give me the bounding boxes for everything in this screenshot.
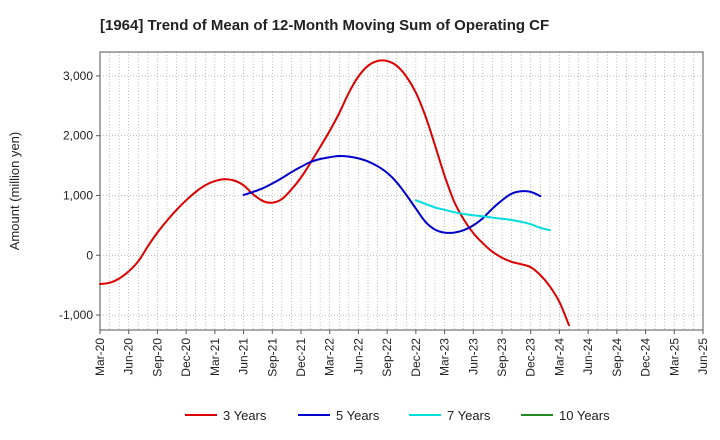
series-line-5-years (242, 154, 542, 234)
x-tick-label: Sep-20 (150, 338, 164, 377)
x-tick-label: Sep-22 (380, 338, 394, 377)
x-tick-label: Dec-24 (639, 338, 653, 377)
x-tick-label: Mar-22 (323, 338, 337, 376)
y-tick-label: 1,000 (63, 188, 93, 202)
x-tick-label: Jun-21 (237, 338, 251, 375)
legend-label-5-years: 5 Years (336, 408, 380, 423)
series-lines (99, 59, 570, 327)
x-tick-label: Dec-20 (179, 338, 193, 377)
x-tick-label: Dec-23 (524, 338, 538, 377)
x-tick-label: Mar-20 (93, 338, 107, 376)
x-tick-label: Sep-24 (610, 338, 624, 377)
y-axis: -1,000 0 1,000 2,000 3,000 (59, 69, 100, 322)
chart-title: [1964] Trend of Mean of 12-Month Moving … (100, 17, 549, 34)
x-tick-label: Mar-25 (667, 338, 681, 376)
x-tick-label: Dec-22 (409, 338, 423, 377)
x-tick-label: Sep-21 (265, 338, 279, 377)
x-tick-label: Sep-23 (495, 338, 509, 377)
legend-label-7-years: 7 Years (447, 408, 491, 423)
x-tick-label: Jun-20 (122, 338, 136, 375)
x-tick-label: Mar-21 (208, 338, 222, 376)
legend-label-3-years: 3 Years (223, 408, 267, 423)
x-tick-label: Dec-21 (294, 338, 308, 377)
legend-label-10-years: 10 Years (559, 408, 610, 423)
x-tick-label: Mar-24 (552, 338, 566, 376)
x-tick-label: Jun-23 (466, 338, 480, 375)
x-axis: Mar-20 Jun-20 Sep-20 Dec-20 Mar-21 Jun-21 Sep-… (93, 330, 710, 377)
y-tick-label: -1,000 (59, 308, 93, 322)
grid (99, 52, 704, 330)
plot-area (99, 51, 704, 331)
x-tick-label: Jun-22 (351, 338, 365, 375)
y-tick-label: 3,000 (63, 69, 93, 83)
series-line-3-years (99, 59, 570, 327)
y-tick-label: 0 (86, 248, 93, 262)
x-tick-label: Mar-23 (438, 338, 452, 376)
y-axis-label: Amount (million yen) (7, 132, 22, 251)
x-tick-label: Jun-25 (696, 338, 710, 375)
series-line-7-years (414, 199, 551, 232)
legend: 3 Years 5 Years 7 Years 10 Years (185, 408, 610, 423)
y-tick-label: 2,000 (63, 129, 93, 143)
x-tick-label: Jun-24 (581, 338, 595, 375)
